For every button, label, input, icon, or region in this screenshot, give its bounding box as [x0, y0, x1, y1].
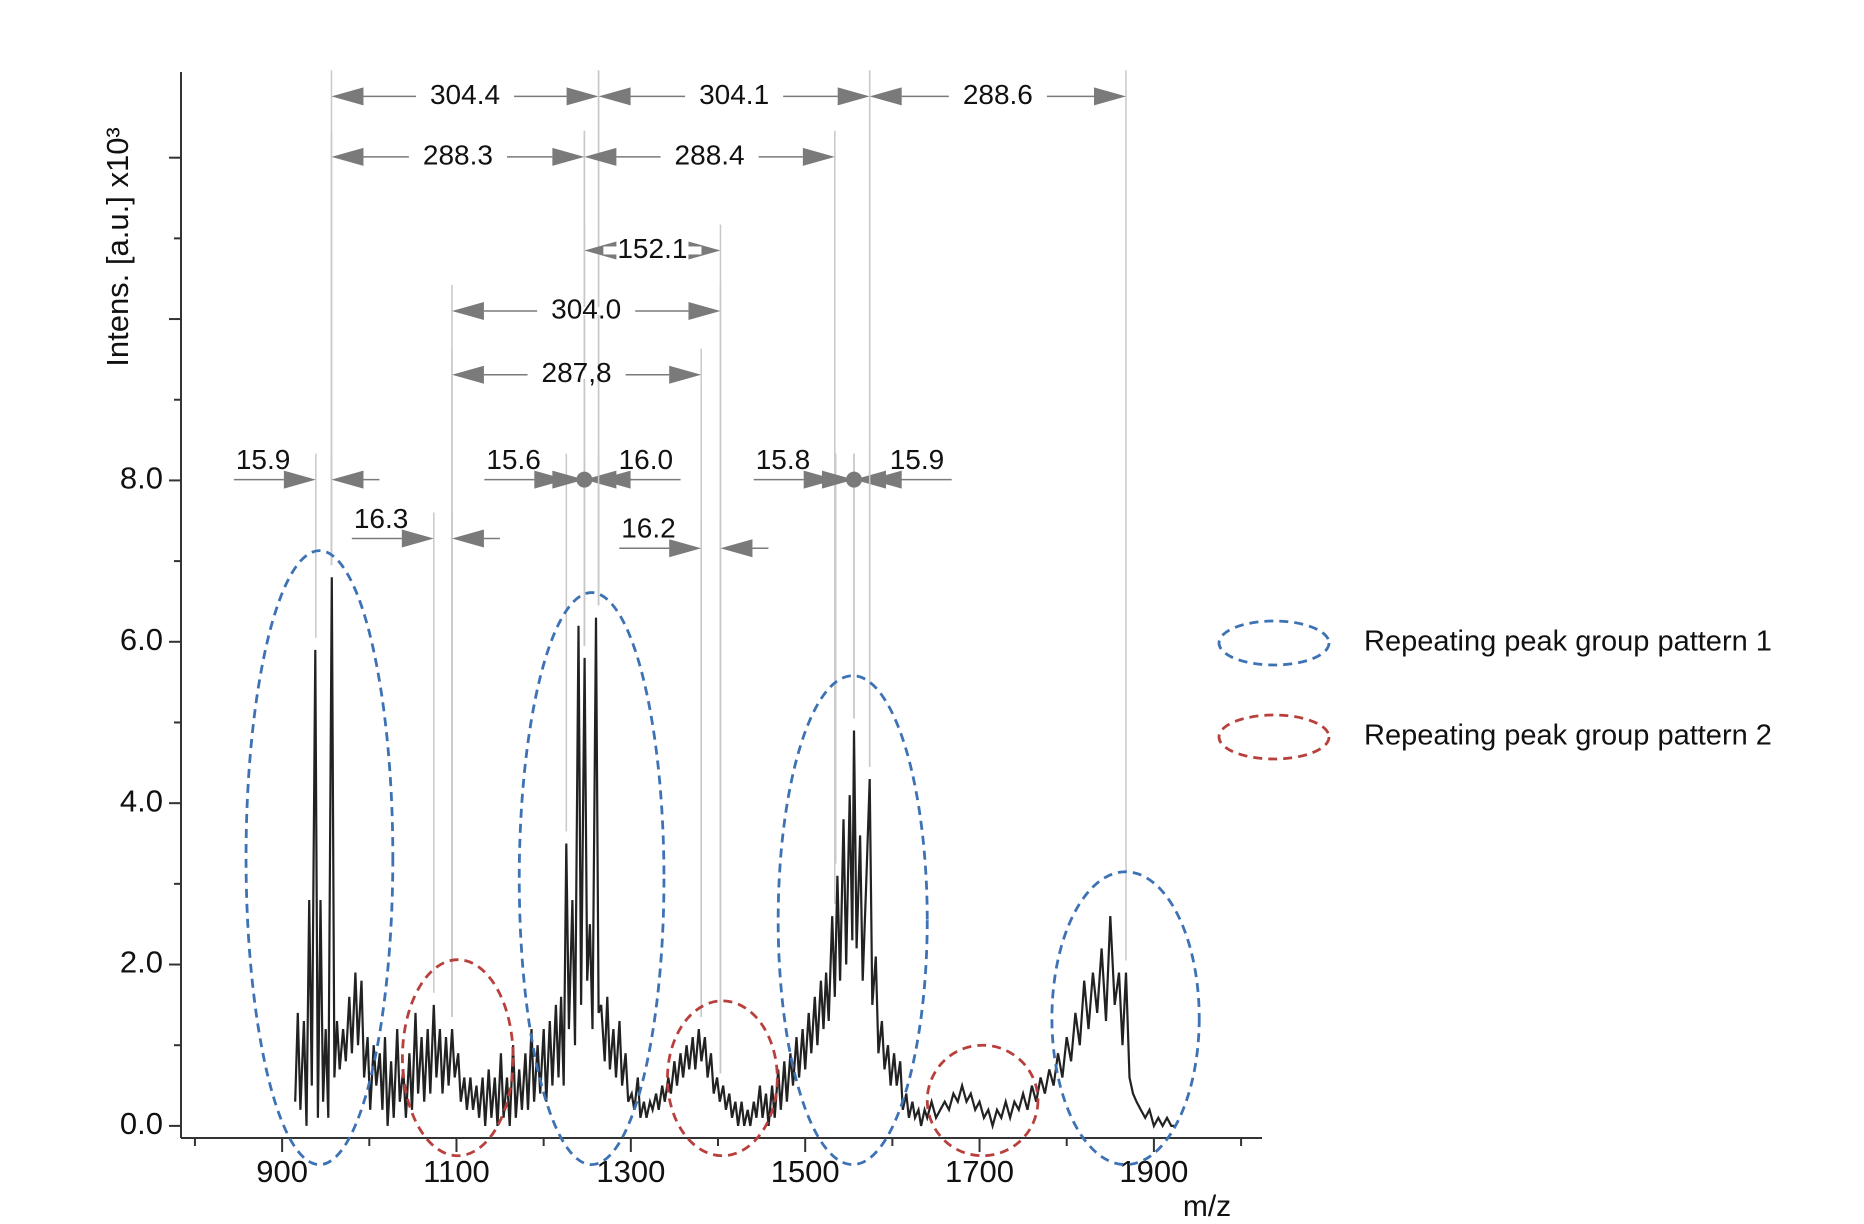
arrow-head: [688, 301, 721, 320]
arrow-head: [720, 539, 753, 558]
group-ellipse: [244, 549, 395, 1167]
label-background: [415, 92, 515, 101]
dimension-label: 15.6: [486, 444, 541, 475]
x-tick-label: 1500: [771, 1154, 840, 1189]
arrow-head: [451, 301, 484, 320]
arrow-head: [669, 365, 702, 384]
group-ellipse: [1050, 870, 1201, 1167]
dimension-label: 15.9: [236, 444, 291, 475]
arrow-head: [331, 87, 364, 106]
arrow-head: [837, 87, 870, 106]
arrow-head: [534, 470, 567, 489]
dimension-label: 304.4: [430, 79, 500, 110]
label-background: [603, 246, 702, 255]
dimension-label: 16.3: [354, 503, 409, 534]
group-ellipse: [401, 958, 515, 1158]
arrow-head: [598, 470, 631, 489]
arrow-head: [552, 147, 585, 166]
legend-swatch: [1217, 619, 1331, 667]
arrow-head: [584, 147, 617, 166]
legend-label: Repeating peak group pattern 2: [1364, 720, 1772, 752]
arrow-head: [669, 539, 702, 558]
arrow-head: [401, 529, 434, 548]
junction-dot: [576, 471, 593, 488]
arrow-head: [688, 241, 721, 260]
legend-swatch: [1217, 713, 1331, 761]
y-axis-label: Intens. [a.u.] x10³: [100, 127, 135, 367]
arrow-head: [331, 470, 364, 489]
arrow-head: [802, 147, 835, 166]
y-tick-label: 6.0: [120, 622, 163, 657]
arrow-head: [803, 470, 836, 489]
x-axis-label: m/z: [1183, 1190, 1231, 1223]
label-background: [948, 92, 1047, 101]
x-tick-label: 1900: [1119, 1154, 1188, 1189]
x-tick-label: 900: [256, 1154, 308, 1189]
y-tick-label: 4.0: [120, 783, 163, 818]
dimension-label: 288.3: [423, 139, 493, 170]
dimension-label: 304.1: [699, 79, 769, 110]
arrow-head: [283, 470, 316, 489]
dimension-label: 152.1: [617, 233, 687, 264]
arrow-head: [451, 365, 484, 384]
arrow-head: [1094, 87, 1127, 106]
y-tick-label: 8.0: [120, 461, 163, 496]
legend-label: Repeating peak group pattern 1: [1364, 626, 1772, 658]
spectrum-line: [294, 577, 1176, 1131]
label-background: [537, 306, 636, 315]
label-background: [527, 370, 626, 379]
group-ellipse: [925, 1043, 1040, 1158]
dimension-label: 288.6: [963, 79, 1033, 110]
arrow-head: [598, 87, 631, 106]
arrow-head: [552, 470, 585, 489]
group-ellipse: [517, 591, 666, 1167]
arrow-head: [869, 87, 902, 106]
x-tick-label: 1100: [423, 1154, 490, 1189]
dimension-label: 304.0: [551, 293, 621, 324]
arrow-head: [331, 147, 364, 166]
dimension-label: 288.4: [675, 139, 745, 170]
arrow-head: [869, 470, 902, 489]
dimension-label: 15.8: [756, 444, 811, 475]
x-tick-label: 1700: [945, 1154, 1014, 1189]
dimension-label: 16.0: [619, 444, 674, 475]
group-ellipse: [776, 674, 929, 1167]
label-background: [660, 152, 759, 161]
arrow-head: [451, 529, 484, 548]
dimension-label: 287,8: [542, 357, 612, 388]
arrow-head: [566, 87, 599, 106]
label-background: [408, 152, 507, 161]
group-ellipse: [666, 999, 779, 1158]
label-background: [685, 92, 784, 101]
y-tick-label: 2.0: [120, 945, 163, 980]
arrow-head: [584, 241, 617, 260]
y-tick-label: 0.0: [120, 1106, 163, 1141]
dimension-label: 16.2: [621, 513, 676, 544]
x-tick-label: 1300: [596, 1154, 665, 1189]
dimension-label: 15.9: [890, 444, 945, 475]
junction-dot: [846, 471, 863, 488]
arrow-head: [822, 470, 855, 489]
